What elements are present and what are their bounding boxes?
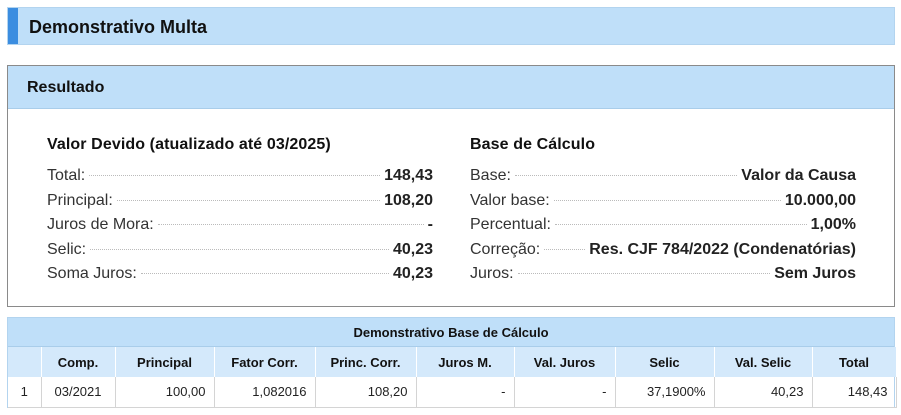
row-label: Selic: (47, 240, 87, 258)
row-value: Res. CJF 784/2022 (Condenatórias) (589, 240, 856, 258)
result-panel-title: Resultado (27, 79, 105, 96)
column-header-comp: Comp. (41, 347, 116, 377)
column-header-juros-m: Juros M. (416, 347, 515, 377)
row-value: 108,20 (384, 191, 433, 209)
column-header-principal: Principal (115, 347, 215, 377)
row-value: - (427, 216, 433, 233)
row-label: Percentual: (470, 216, 551, 233)
valor-devido-row-total: Total: 148,43 (47, 167, 433, 192)
cell-fator-corr: 1,082016 (214, 377, 316, 408)
cell-juros-m: - (416, 377, 515, 408)
row-value: 148,43 (384, 167, 433, 184)
table-row: 1 03/2021 100,00 1,082016 108,20 - - 37,… (8, 377, 897, 408)
header-accent (8, 8, 18, 44)
row-label: Total: (47, 167, 86, 184)
cell-principal: 100,00 (115, 377, 215, 408)
base-calculo-heading: Base de Cálculo (470, 136, 596, 153)
row-label: Juros de Mora: (47, 216, 154, 233)
column-header-index (8, 347, 42, 377)
page-title: Demonstrativo Multa (29, 17, 208, 37)
row-value: 10.000,00 (784, 191, 856, 209)
cell-selic: 37,1900% (615, 377, 715, 408)
valor-devido-row-principal: Principal: 108,20 (47, 192, 433, 217)
column-header-selic: Selic (615, 347, 715, 377)
calc-table-header-row: Comp. Principal Fator Corr. Princ. Corr.… (8, 347, 897, 377)
valor-devido-section: Valor Devido (atualizado até 03/2025) To… (47, 136, 433, 290)
valor-devido-row-soma-juros: Soma Juros: 40,23 (47, 265, 433, 290)
row-value: Valor da Causa (741, 167, 856, 184)
base-calculo-row-percentual: Percentual: 1,00% (470, 216, 856, 241)
row-label: Juros: (470, 265, 514, 282)
row-value: 1,00% (810, 216, 856, 233)
cell-princ-corr: 108,20 (315, 377, 417, 408)
base-calculo-section: Base de Cálculo Base: Valor da Causa Valo… (470, 136, 856, 290)
cell-total: 148,43 (812, 377, 897, 408)
base-calculo-row-juros: Juros: Sem Juros (470, 265, 856, 290)
result-panel-header: Resultado (8, 66, 894, 109)
valor-devido-heading: Valor Devido (atualizado até 03/2025) (47, 136, 331, 153)
calc-table-title: Demonstrativo Base de Cálculo (8, 318, 894, 347)
column-header-total: Total (812, 347, 897, 377)
column-header-val-juros: Val. Juros (514, 347, 616, 377)
row-label: Valor base: (470, 191, 550, 209)
row-label: Base: (470, 167, 511, 184)
base-calculo-row-valor-base: Valor base: 10.000,00 (470, 192, 856, 217)
cell-val-juros: - (514, 377, 616, 408)
cell-comp: 03/2021 (41, 377, 116, 408)
row-label: Soma Juros: (47, 265, 137, 282)
row-value: Sem Juros (774, 265, 856, 282)
column-header-princ-corr: Princ. Corr. (315, 347, 417, 377)
result-panel: Resultado Valor Devido (atualizado até 0… (7, 65, 895, 307)
row-label: Correção: (470, 240, 541, 258)
base-calculo-row-correcao: Correção: Res. CJF 784/2022 (Condenatória… (470, 241, 856, 266)
calc-table: Comp. Principal Fator Corr. Princ. Corr.… (8, 347, 897, 408)
base-calculo-row-base: Base: Valor da Causa (470, 167, 856, 192)
column-header-fator-corr: Fator Corr. (214, 347, 316, 377)
valor-devido-row-selic: Selic: 40,23 (47, 241, 433, 266)
cell-val-selic: 40,23 (714, 377, 813, 408)
row-value: 40,23 (392, 265, 433, 282)
cell-index: 1 (8, 377, 42, 408)
valor-devido-row-juros-mora: Juros de Mora: - (47, 216, 433, 241)
page-header: Demonstrativo Multa (7, 7, 895, 45)
row-value: 40,23 (392, 240, 433, 258)
column-header-val-selic: Val. Selic (714, 347, 813, 377)
row-label: Principal: (47, 191, 113, 209)
calc-table-panel: Demonstrativo Base de Cálculo Comp. Prin… (7, 317, 897, 408)
